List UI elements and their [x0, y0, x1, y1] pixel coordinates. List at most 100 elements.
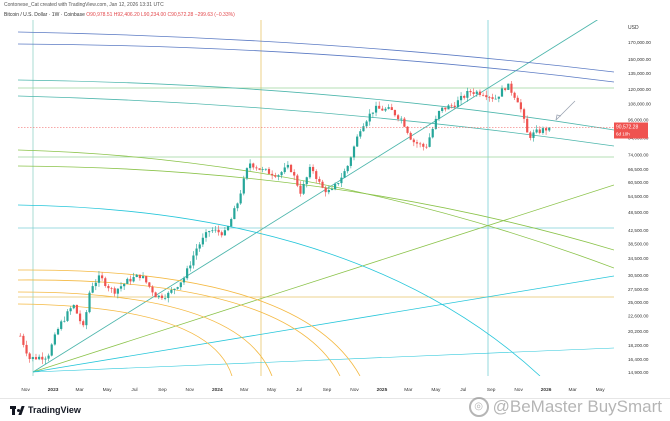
candle [97, 271, 101, 287]
candle [129, 275, 132, 285]
candle [261, 166, 264, 173]
candle [315, 169, 318, 183]
tradingview-brand: TradingView [28, 405, 81, 415]
candle [450, 103, 453, 109]
candle [368, 109, 371, 126]
candle [482, 92, 485, 97]
price-chart[interactable]: 170,000.00 150,000.00 135,000.00 120,000.00… [0, 0, 670, 398]
candle [233, 205, 236, 220]
current-price-label: 90,572.28 6d 10h [614, 122, 648, 139]
candle [456, 96, 460, 108]
candle [277, 174, 280, 181]
candle [44, 356, 47, 365]
y-tick-label: 150,000.00 [628, 57, 651, 62]
candle [343, 168, 346, 178]
x-tick-label: 2026 [541, 387, 552, 393]
candle [494, 94, 497, 100]
header-text: Contonese_Cat created with TradingView.c… [4, 2, 164, 8]
annotation-arrow [555, 100, 576, 121]
candle [255, 165, 258, 171]
candle [126, 277, 129, 284]
candle [378, 101, 381, 109]
candle [173, 288, 176, 295]
candle [264, 168, 267, 171]
candle [34, 353, 38, 360]
countdown-text: 6d 10h [616, 132, 630, 137]
candle [296, 173, 299, 188]
current-price-text: 90,572.28 [616, 125, 638, 131]
annotation-arrow-head [555, 114, 562, 121]
y-tick-label: 27,500.00 [628, 287, 649, 292]
candle [381, 105, 384, 111]
candle [387, 104, 390, 110]
candle [82, 319, 85, 328]
candle [293, 169, 296, 181]
candle [415, 139, 419, 148]
legend-high: H92,406.20 [113, 12, 140, 18]
candle [510, 81, 513, 96]
price-axis[interactable]: 170,000.00 150,000.00 135,000.00 120,000.00… [628, 40, 651, 375]
candle [101, 272, 104, 281]
time-axis[interactable]: Nov 2023 Mar May Jul Sep Nov 2024 Mar May Jul Sep No… [21, 387, 605, 393]
candle [107, 284, 110, 292]
candle [425, 143, 428, 149]
candle [176, 286, 179, 290]
y-tick-label: 14,900.00 [628, 370, 649, 375]
x-tick-label: Nov [350, 387, 359, 393]
candle [78, 310, 82, 325]
x-tick-label: Mar [568, 387, 577, 393]
y-tick-label: 120,000.00 [628, 87, 651, 92]
candle [497, 96, 500, 103]
candle [302, 180, 305, 196]
x-tick-label: May [596, 387, 606, 393]
y-tick-label: 25,000.00 [628, 300, 649, 305]
y-tick-label: 108,000.00 [628, 101, 651, 106]
candle [157, 295, 160, 300]
candle [535, 125, 538, 134]
candle [38, 354, 41, 361]
candle [186, 265, 189, 281]
y-tick-label: 34,500.00 [628, 256, 649, 261]
candle [201, 233, 204, 248]
footer-bar: TradingView ◎ @BeMaster BuySmart [0, 397, 670, 421]
candle [94, 279, 97, 291]
candle [252, 162, 255, 170]
candle [72, 304, 75, 310]
x-tick-label: Nov [186, 387, 195, 393]
candle [447, 103, 450, 110]
legend-symbol: Bitcoin / U.S. Dollar · 1W · Coinbase [4, 12, 85, 18]
candle [522, 107, 526, 123]
candle [267, 167, 271, 175]
candle [41, 352, 44, 365]
candle [409, 131, 412, 141]
y-tick-label: 38,500.00 [628, 241, 649, 246]
y-tick-label: 74,000.00 [628, 153, 649, 158]
y-tick-label: 16,400.00 [628, 357, 649, 362]
candle [431, 126, 434, 139]
candle [119, 282, 123, 292]
candle [135, 273, 138, 278]
candle [274, 172, 277, 179]
candle [289, 163, 293, 173]
legend-close: C90,572.28 [167, 12, 194, 18]
x-tick-label: May [103, 387, 113, 393]
candle [384, 107, 387, 112]
tradingview-logo[interactable]: TradingView [10, 405, 81, 415]
candle [160, 293, 164, 301]
candle [258, 168, 261, 171]
candle [271, 170, 274, 180]
candle [141, 272, 145, 279]
candle [412, 138, 415, 147]
y-tick-label: 60,500.00 [628, 180, 649, 185]
y-tick-label: 42,500.00 [628, 228, 649, 233]
y-tick-label: 170,000.00 [628, 40, 651, 45]
candle [507, 83, 510, 91]
candle [548, 127, 551, 132]
candle [56, 327, 60, 336]
candle [204, 229, 208, 242]
candle [189, 261, 192, 272]
candle [466, 87, 469, 102]
candle [151, 285, 154, 297]
candle [179, 282, 182, 290]
x-tick-label: May [431, 387, 441, 393]
